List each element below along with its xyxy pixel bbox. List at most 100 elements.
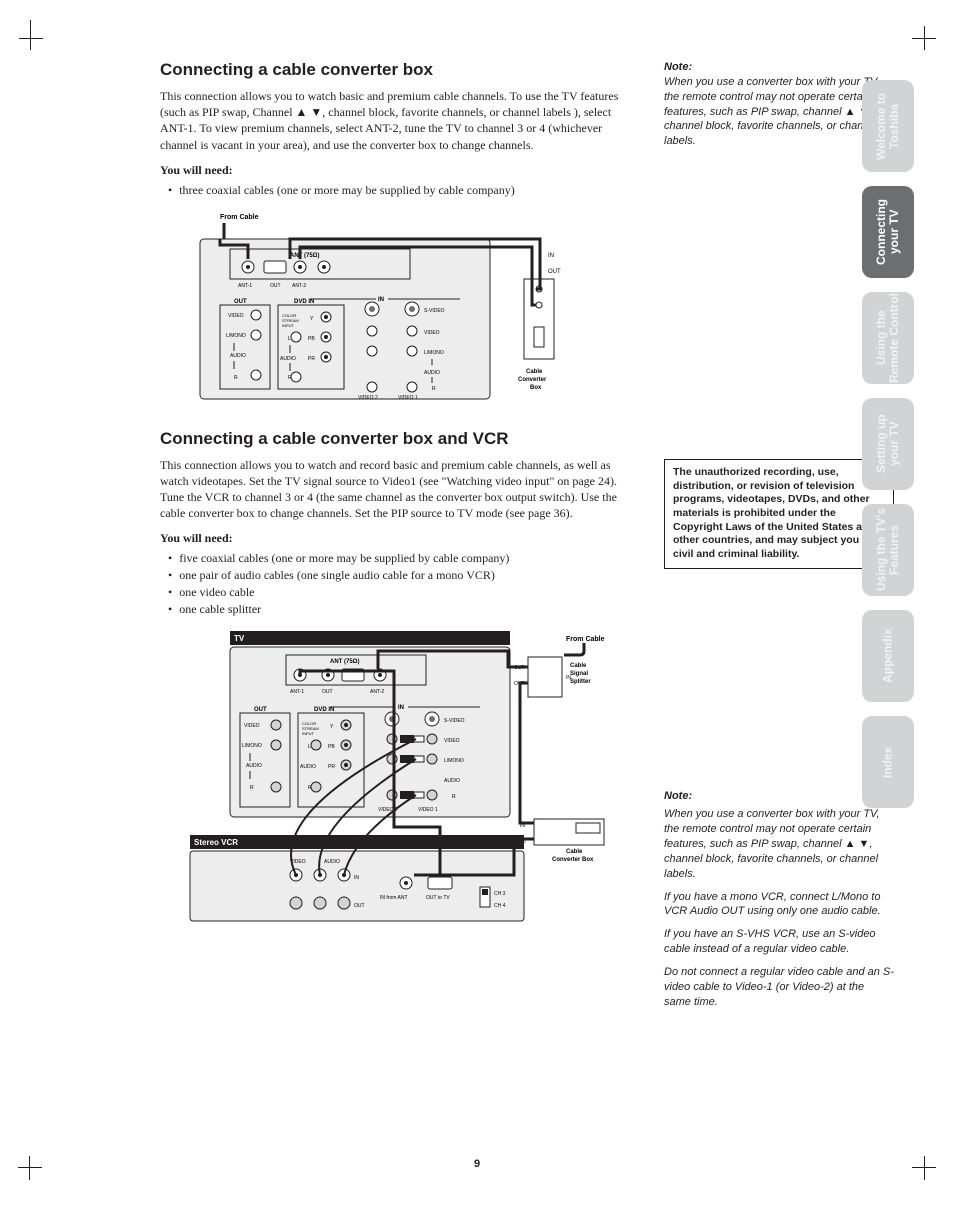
label-video2-1: VIDEO 2 <box>358 395 378 401</box>
label-audio-2: AUDIO <box>280 356 296 362</box>
list-item: five coaxial cables (one or more may be … <box>182 550 640 567</box>
figure-converter-box: From Cable ANT (75Ω) ANT-1 OUT ANT-2 IN <box>180 209 640 409</box>
svg-text:Cable: Cable <box>566 849 583 855</box>
section-converter-box: Connecting a cable converter box This co… <box>160 60 640 409</box>
list-item: three coaxial cables (one or more may be… <box>182 182 640 199</box>
label-ch3: CH 3 <box>494 891 506 897</box>
body-converter-box: This connection allows you to watch basi… <box>160 88 640 153</box>
label-vout: OUT <box>354 903 365 909</box>
label-r-1: R <box>234 375 238 381</box>
label-lmono-1: L/MONO <box>226 333 246 339</box>
list-item: one video cable <box>182 584 640 601</box>
label-out-1: OUT <box>234 299 247 305</box>
list-item: one pair of audio cables (one single aud… <box>182 567 640 584</box>
note-para: Do not connect a regular video cable and… <box>664 965 894 1010</box>
tab-welcome[interactable]: Welcome toToshiba <box>862 80 914 172</box>
needs-label-2: You will need: <box>160 531 640 546</box>
label-pr-2: PR <box>328 764 335 770</box>
label-ant1: ANT-1 <box>238 283 252 289</box>
page-number: 9 <box>0 1158 954 1170</box>
note-para: When you use a converter box with your T… <box>664 807 894 881</box>
label-r-4: R <box>250 785 254 791</box>
label-out-2: OUT <box>322 689 333 695</box>
tab-index[interactable]: Index <box>862 716 914 808</box>
svg-text:Signal: Signal <box>570 671 588 677</box>
label-r-3: R <box>432 386 436 392</box>
label-dvdin-1: DVD IN <box>294 299 314 305</box>
label-svideo-1: S-VIDEO <box>424 308 445 314</box>
label-outtotv: OUT to TV <box>426 895 450 901</box>
label-audio-4: AUDIO <box>246 763 262 769</box>
tab-remote[interactable]: Using theRemote Control <box>862 292 914 384</box>
label-ant-2: ANT (75Ω) <box>330 659 359 665</box>
tab-connecting[interactable]: Connectingyour TV <box>862 186 914 278</box>
heading-converter-box: Connecting a cable converter box <box>160 60 640 80</box>
label-vin: IN <box>354 875 359 881</box>
label-video1-2: VIDEO 1 <box>418 807 438 813</box>
heading-converter-vcr: Connecting a cable converter box and VCR <box>160 429 640 449</box>
label-r-6: R <box>452 794 456 800</box>
label-video1-1: VIDEO 1 <box>398 395 418 401</box>
label-in-1: IN <box>378 297 384 303</box>
tab-features[interactable]: Using the TV'sFeatures <box>862 504 914 596</box>
svg-text:INPUT: INPUT <box>302 731 315 736</box>
label-lmono-2: L/MONO <box>424 350 444 356</box>
note-para: If you have a mono VCR, connect L/Mono t… <box>664 890 894 920</box>
needs-label-1: You will need: <box>160 163 640 178</box>
label-from-cable: From Cable <box>220 214 259 221</box>
svg-text:Converter: Converter <box>518 377 547 383</box>
svg-text:Converter Box: Converter Box <box>552 857 594 863</box>
label-ch4: CH 4 <box>494 903 506 909</box>
svg-text:Cable: Cable <box>526 369 543 375</box>
list-item: one cable splitter <box>182 601 640 618</box>
label-dvdin-2: DVD IN <box>314 707 334 713</box>
label-video-3: VIDEO <box>244 723 260 729</box>
label-video-4: VIDEO <box>444 738 460 744</box>
label-out-3: OUT <box>254 707 267 713</box>
needs-list-1: three coaxial cables (one or more may be… <box>160 182 640 199</box>
label-audio-5: AUDIO <box>300 764 316 770</box>
figure-converter-vcr: From Cable TV ANT (75Ω) ANT-1 OUT ANT-2 <box>180 627 640 937</box>
crop-mark-tl <box>30 20 50 40</box>
svg-text:Splitter: Splitter <box>570 679 591 685</box>
label-ant2-2: ANT-2 <box>370 689 384 695</box>
content-column: Connecting a cable converter box This co… <box>160 60 640 1020</box>
label-pb-1: PB <box>308 336 315 342</box>
svg-text:Box: Box <box>530 385 542 391</box>
section-tabs: Welcome toToshiba Connectingyour TV Usin… <box>862 80 914 808</box>
label-infromant: IN from ANT <box>380 895 408 901</box>
body-converter-vcr: This connection allows you to watch and … <box>160 457 640 522</box>
label-video-2: VIDEO <box>424 330 440 336</box>
label-audio-3: AUDIO <box>424 370 440 376</box>
label-from-cable-2: From Cable <box>566 636 605 643</box>
tab-appendix[interactable]: Appendix <box>862 610 914 702</box>
label-audio-v: AUDIO <box>324 859 340 865</box>
note-bottom: Note: When you use a converter box with … <box>664 789 894 1010</box>
section-converter-vcr: Connecting a cable converter box and VCR… <box>160 429 640 938</box>
note-top: Note: When you use a converter box with … <box>664 60 894 149</box>
crop-mark-tr <box>904 20 924 40</box>
sidebar-column: Note: When you use a converter box with … <box>664 60 894 1020</box>
label-ant1-2: ANT-1 <box>290 689 304 695</box>
label-vcr: Stereo VCR <box>194 838 238 847</box>
svg-text:INPUT: INPUT <box>282 323 295 328</box>
label-ant2-1: ANT-2 <box>292 283 306 289</box>
label-out: OUT <box>270 283 281 289</box>
label-tv: TV <box>234 634 245 643</box>
label-ant: ANT (75Ω) <box>290 253 319 259</box>
note-body-top: When you use a converter box with your T… <box>664 76 880 147</box>
note-head-bottom: Note: <box>664 790 692 802</box>
note-head-top: Note: <box>664 61 692 73</box>
svg-text:Cable: Cable <box>570 663 587 669</box>
label-out-port-1: OUT <box>548 269 561 275</box>
label-video-1: VIDEO <box>228 313 244 319</box>
warning-box: The unauthorized recording, use, distrib… <box>664 459 894 568</box>
tab-setup[interactable]: Setting upyour TV <box>862 398 914 490</box>
label-lmono-3: L/MONO <box>242 743 262 749</box>
label-in-port-1: IN <box>548 253 554 259</box>
label-svideo-2: S-VIDEO <box>444 718 465 724</box>
label-audio-1: AUDIO <box>230 353 246 359</box>
label-lmono-4: L/MONO <box>444 758 464 764</box>
needs-list-2: five coaxial cables (one or more may be … <box>160 550 640 617</box>
label-audio-6: AUDIO <box>444 778 460 784</box>
